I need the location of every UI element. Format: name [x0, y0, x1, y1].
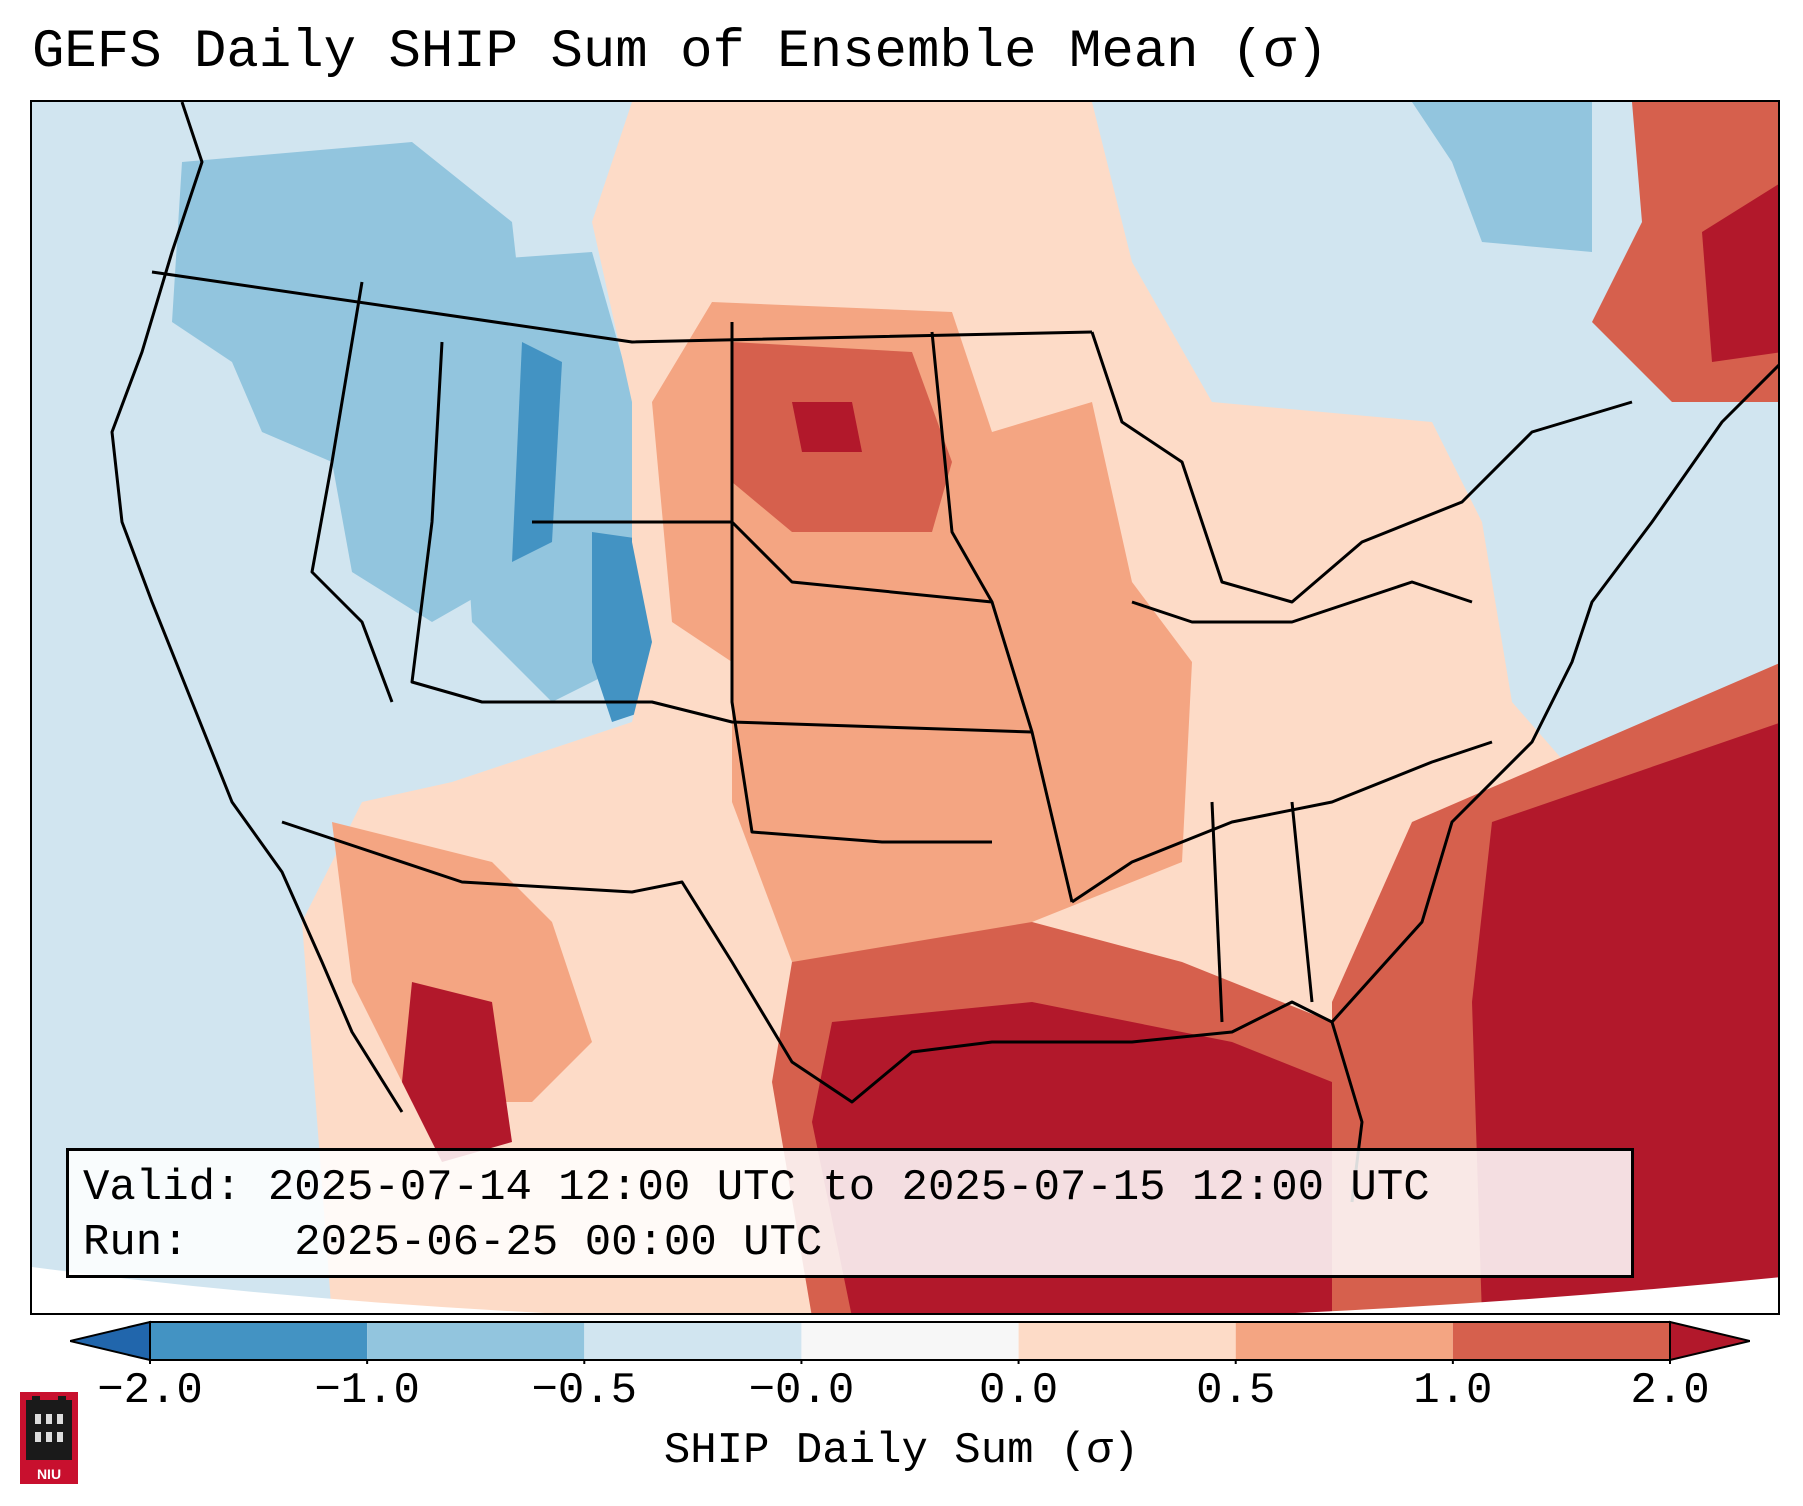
colorbar-segment: [150, 1322, 368, 1360]
state-line-idaho: [310, 281, 394, 703]
map-panel: [30, 100, 1780, 1315]
state-line-kansas-oklahoma: [730, 322, 992, 844]
colorbar-segment: [584, 1322, 802, 1360]
colorbar-segment: [801, 1322, 1019, 1360]
colorbar-segment: [1235, 1322, 1453, 1360]
chart-title: GEFS Daily SHIP Sum of Ensemble Mean (σ): [32, 22, 1329, 83]
pacific-coastline: [110, 102, 404, 1113]
colorbar-tick-label: −1.0: [314, 1366, 420, 1416]
state-line-ohio-valley: [1131, 580, 1473, 624]
colorbar-over-extension: [1669, 1320, 1750, 1362]
state-line-plains: [532, 520, 1074, 903]
run-value: 2025-06-25 00:00 UTC: [294, 1218, 823, 1268]
gulf-coastline: [281, 820, 1364, 1203]
field-extreme-positive-south-dakota: [792, 402, 862, 452]
field-extreme-positive-maine: [1702, 184, 1778, 362]
colorbar-tick-label: 0.5: [1196, 1366, 1276, 1416]
colorbar-tick-label: −0.0: [748, 1366, 855, 1416]
projection-edge: [32, 1267, 1778, 1313]
field-negative-northwest: [172, 142, 532, 622]
ship-anomaly-map: [32, 102, 1778, 1313]
colorbar-outline: [149, 1321, 1671, 1361]
great-lakes-border: [1090, 331, 1633, 604]
colorbar-label: SHIP Daily Sum (σ): [663, 1426, 1140, 1476]
state-line-minnesota: [930, 331, 994, 603]
field-strong-negative-idaho: [512, 342, 562, 562]
run-label: Run:: [83, 1218, 189, 1268]
valid-label: Valid:: [83, 1163, 242, 1213]
colorbar-under-extension: [70, 1320, 151, 1362]
colorbar-segment: [1018, 1322, 1236, 1360]
state-line-southeast: [1071, 740, 1493, 904]
niu-logo: NIU: [20, 1392, 78, 1484]
colorbar: [70, 1320, 1750, 1364]
state-line-georgia: [1290, 801, 1314, 1003]
colorbar-segment: [367, 1322, 585, 1360]
colorbar-tick-label: −2.0: [97, 1366, 203, 1416]
colorbar-tick-label: 2.0: [1630, 1366, 1710, 1416]
colorbar-segment: [1452, 1322, 1670, 1360]
atlantic-coastline: [1330, 363, 1778, 1024]
colorbar-tick-label: −0.5: [531, 1366, 638, 1416]
niu-logo-text: NIU: [36, 1466, 62, 1482]
field-negative-quebec: [1412, 102, 1592, 252]
valid-run-info-box: Valid: 2025-07-14 12:00 UTC to 2025-07-1…: [66, 1148, 1634, 1278]
colorbar-tick-label: 0.0: [978, 1366, 1059, 1416]
us-canada-border: [151, 270, 1093, 344]
field-extreme-positive-sierra-madre: [402, 982, 512, 1162]
state-line-alabama: [1210, 801, 1224, 1023]
boundaries: [110, 102, 1778, 1203]
valid-value: 2025-07-14 12:00 UTC to 2025-07-15 12:00…: [267, 1163, 1430, 1213]
niu-logo-graphic: [20, 1392, 78, 1484]
colorbar-tick-label: 1.0: [1413, 1366, 1493, 1416]
state-line-central: [410, 341, 1033, 734]
field-positive-southwest: [332, 822, 592, 1102]
